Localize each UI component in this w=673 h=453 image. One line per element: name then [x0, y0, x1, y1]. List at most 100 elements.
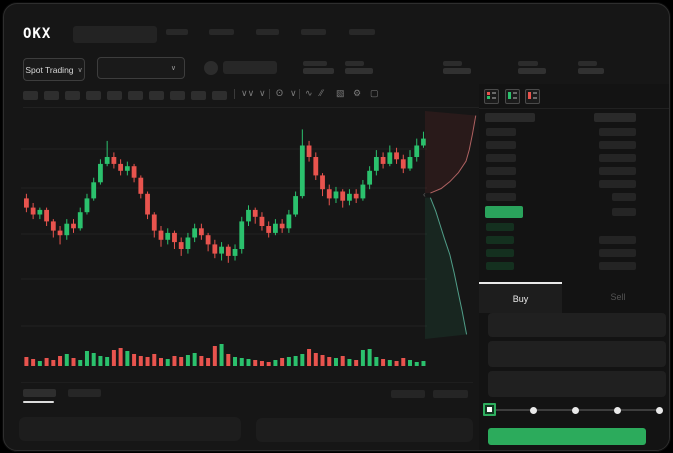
candle-style-icon[interactable]: ∨∨: [241, 88, 255, 98]
collapse-depth-icon[interactable]: ‹: [423, 190, 426, 199]
bottom-divider: [21, 382, 473, 383]
pair-name-skeleton: [223, 61, 277, 74]
ask-row-amount-skeleton: [599, 180, 636, 188]
orderbook-divider: [479, 108, 669, 109]
ask-row-price-skeleton[interactable]: [486, 167, 516, 175]
orderbook-header-skeleton: [485, 113, 535, 122]
timeframe-skeleton[interactable]: [128, 91, 143, 100]
stat-label-skeleton: [303, 61, 327, 66]
bid-row-price-skeleton[interactable]: [486, 236, 514, 244]
last-price-amount-skeleton: [612, 208, 636, 216]
timeframe-skeleton[interactable]: [212, 91, 227, 100]
timeframe-skeleton[interactable]: [86, 91, 101, 100]
ask-row-price-skeleton[interactable]: [486, 141, 516, 149]
ask-row-amount-skeleton: [612, 193, 636, 201]
bid-row-price-skeleton[interactable]: [486, 262, 514, 270]
bid-row-price-skeleton[interactable]: [486, 249, 514, 257]
order-input-skeleton[interactable]: [488, 341, 666, 367]
okx-logo[interactable]: OKX: [23, 26, 52, 42]
bid-row-amount-skeleton: [599, 236, 636, 244]
timeframe-skeleton[interactable]: [23, 91, 38, 100]
toolbar-divider: [23, 107, 479, 108]
ask-row-price-skeleton[interactable]: [486, 193, 516, 201]
bottom-panel-skeleton: [256, 418, 473, 442]
market-type-label: Spot Trading: [25, 64, 74, 75]
stat-label-skeleton: [518, 61, 538, 66]
tab-sell[interactable]: Sell: [562, 282, 669, 311]
nav-item-skeleton[interactable]: [256, 29, 279, 35]
settings-icon[interactable]: ⚙: [353, 88, 362, 98]
nav-item-skeleton[interactable]: [301, 29, 326, 35]
camera-icon[interactable]: ▧: [336, 88, 345, 98]
stat-value-skeleton: [578, 68, 604, 74]
chevron-down-icon[interactable]: ∨: [259, 88, 266, 98]
toolbar-divider: [269, 89, 270, 99]
nav-item-skeleton[interactable]: [209, 29, 234, 35]
toolbar-divider: [299, 89, 300, 99]
nav-item-skeleton[interactable]: [349, 29, 375, 35]
last-price-bar: [485, 206, 523, 218]
bottom-panel-skeleton: [19, 417, 241, 441]
stat-label-skeleton: [443, 61, 462, 66]
slider-step-dot[interactable]: [571, 407, 579, 414]
orderbook-header-skeleton: [594, 113, 636, 122]
order-input-skeleton[interactable]: [488, 313, 666, 337]
timeframe-skeleton[interactable]: [149, 91, 164, 100]
bid-row-amount-skeleton: [599, 262, 636, 270]
depth-chart: [425, 111, 477, 339]
book-asks-icon[interactable]: [525, 89, 540, 104]
bottom-action-skeleton[interactable]: [391, 390, 425, 398]
ask-row-amount-skeleton: [599, 154, 636, 162]
fullscreen-icon[interactable]: ▢: [370, 88, 379, 98]
coin-avatar: [204, 61, 218, 75]
ask-row-price-skeleton[interactable]: [486, 128, 516, 136]
indicator-icon[interactable]: ʘ: [276, 88, 284, 98]
submit-buy-button[interactable]: [488, 428, 646, 445]
timeframe-skeleton[interactable]: [107, 91, 122, 100]
line-tool-icon[interactable]: ∿: [305, 88, 313, 98]
searchbar-skeleton[interactable]: [73, 26, 157, 43]
bottom-tab-skeleton[interactable]: [68, 389, 101, 397]
tab-buy[interactable]: Buy: [479, 282, 562, 313]
book-bids-icon[interactable]: [505, 89, 520, 104]
timeframe-skeleton[interactable]: [170, 91, 185, 100]
active-tab-underline: [23, 401, 54, 403]
nav-item-skeleton[interactable]: [166, 29, 188, 35]
bottom-tab-skeleton[interactable]: [23, 389, 56, 397]
slider-step-dot[interactable]: [613, 407, 621, 414]
bid-row-price-skeleton[interactable]: [486, 223, 514, 231]
bottom-action-skeleton[interactable]: [433, 390, 468, 398]
tab-sell-label: Sell: [610, 291, 626, 302]
stat-label-skeleton: [345, 61, 364, 66]
okx-trading-app: OKX Spot Trading ∨ ∨ ∨∨ ∨ ʘ ∨ ∿ ⁄⁄ ▧ ⚙ ▢ ‹ Buy: [3, 3, 670, 451]
ask-row-price-skeleton[interactable]: [486, 180, 516, 188]
ask-row-amount-skeleton: [599, 167, 636, 175]
tab-buy-label: Buy: [512, 293, 529, 304]
trade-tabbar: Buy Sell: [479, 282, 669, 313]
timeframe-skeleton[interactable]: [191, 91, 206, 100]
ask-row-amount-skeleton: [599, 128, 636, 136]
ask-row-price-skeleton[interactable]: [486, 154, 516, 162]
parallel-lines-icon[interactable]: ⁄⁄: [320, 88, 324, 98]
bid-row-amount-skeleton: [599, 249, 636, 257]
timeframe-skeleton[interactable]: [44, 91, 59, 100]
toolbar-divider: [234, 89, 235, 99]
ask-row-amount-skeleton: [599, 141, 636, 149]
stat-label-skeleton: [578, 61, 597, 66]
slider-handle[interactable]: [483, 403, 496, 416]
stat-value-skeleton: [443, 68, 471, 74]
timeframe-skeleton[interactable]: [65, 91, 80, 100]
order-input-skeleton[interactable]: [488, 371, 666, 397]
chevron-down-icon: ∨: [77, 66, 83, 74]
chevron-down-icon[interactable]: ∨: [290, 88, 297, 98]
slider-step-dot[interactable]: [529, 407, 537, 414]
candlestick-chart[interactable]: [21, 109, 427, 371]
book-combined-icon[interactable]: [484, 89, 499, 104]
market-type-selector[interactable]: Spot Trading ∨: [23, 58, 85, 81]
pair-select[interactable]: ∨: [97, 57, 185, 79]
chevron-down-icon: ∨: [170, 65, 176, 72]
stat-value-skeleton: [518, 68, 546, 74]
stat-value-skeleton: [345, 68, 373, 74]
slider-step-dot[interactable]: [655, 407, 663, 414]
